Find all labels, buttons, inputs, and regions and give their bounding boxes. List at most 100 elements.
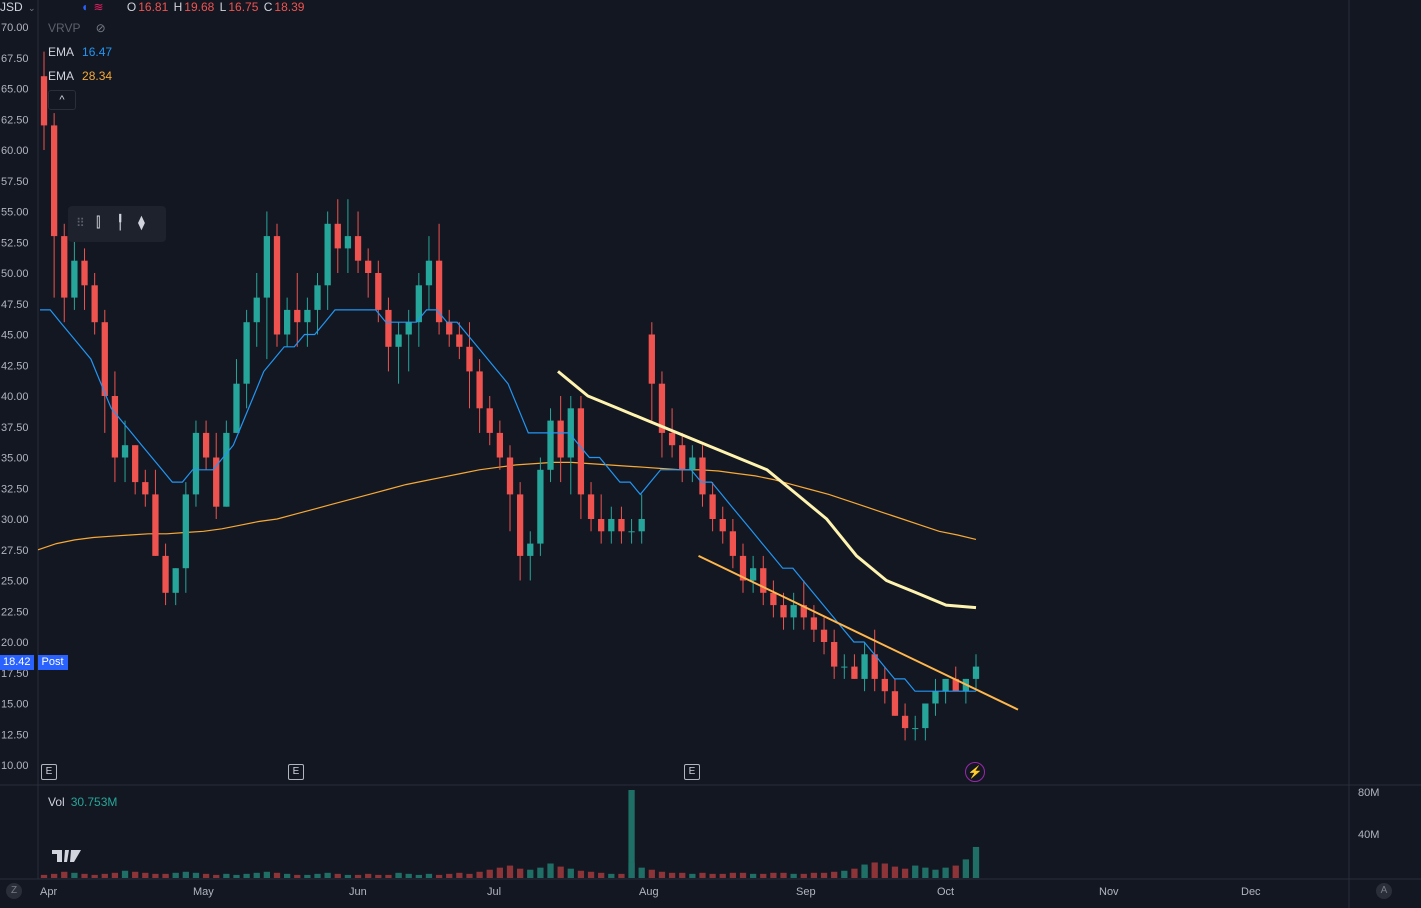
candle-body bbox=[749, 568, 757, 581]
low-label: L bbox=[219, 0, 227, 14]
vrvp-legend[interactable]: VRVP ⊘ bbox=[48, 21, 106, 35]
trend-line bbox=[698, 554, 1019, 711]
earnings-marker[interactable]: E bbox=[684, 764, 700, 780]
volume-bar bbox=[790, 873, 797, 878]
x-tick-label: Dec bbox=[1241, 886, 1261, 898]
candle-body bbox=[679, 445, 686, 470]
volume-bar bbox=[942, 867, 949, 878]
symbol-fragment[interactable]: JSD bbox=[0, 0, 23, 14]
candle-body bbox=[223, 432, 230, 507]
tradingview-logo bbox=[52, 850, 81, 862]
ema-fast-legend[interactable]: EMA 16.47 bbox=[48, 45, 112, 59]
ema-slow-name: EMA bbox=[48, 69, 75, 83]
candle-body bbox=[395, 334, 402, 347]
volume-axis: 80M 40M bbox=[1358, 787, 1379, 841]
volume-bar bbox=[557, 866, 564, 878]
chart-type-icon[interactable]: ◖ bbox=[80, 0, 89, 14]
chevron-up-icon[interactable]: ^ bbox=[48, 90, 76, 110]
candlestick-series bbox=[40, 51, 980, 741]
volume-bar bbox=[71, 872, 78, 878]
earnings-marker[interactable]: E bbox=[288, 764, 304, 780]
volume-bar bbox=[608, 873, 615, 878]
drawing-toolbar[interactable]: ⠿ ⫿ ╿ ⧫ bbox=[68, 206, 166, 242]
volume-bar bbox=[841, 870, 848, 878]
volume-bar bbox=[223, 873, 230, 878]
candle-body bbox=[71, 260, 78, 298]
volume-bar bbox=[496, 867, 504, 878]
candle-body bbox=[972, 666, 980, 679]
y-tick-label: 62.50 bbox=[1, 114, 29, 126]
volume-bar bbox=[334, 873, 341, 878]
open-value: 16.81 bbox=[138, 0, 169, 14]
y-tick-label: 47.50 bbox=[1, 299, 29, 311]
volume-bar bbox=[415, 874, 422, 878]
drag-handle-icon[interactable]: ⠿ bbox=[76, 216, 85, 230]
candle-body bbox=[405, 322, 412, 335]
volume-bar bbox=[324, 872, 331, 878]
candle-body bbox=[182, 494, 189, 569]
candle-body bbox=[658, 383, 666, 433]
volume-bar bbox=[628, 862, 635, 878]
volume-bar bbox=[40, 874, 48, 878]
volume-bar bbox=[932, 869, 939, 878]
y-tick-label: 30.00 bbox=[1, 514, 29, 526]
candle-body bbox=[790, 605, 797, 618]
last-price-value: 18.42 bbox=[0, 655, 34, 670]
volume-bar bbox=[132, 871, 139, 878]
candle-body bbox=[901, 715, 909, 729]
volume-bar bbox=[81, 873, 88, 878]
candle-body bbox=[40, 76, 48, 126]
y-tick-label: 10.00 bbox=[1, 760, 29, 772]
y-tick-label: 52.50 bbox=[1, 237, 29, 249]
eye-hidden-icon[interactable]: ⊘ bbox=[95, 21, 106, 35]
candle-body bbox=[375, 273, 382, 310]
bar-style-icon[interactable]: ⫿ bbox=[96, 214, 101, 230]
volume-bar bbox=[598, 872, 605, 878]
earnings-marker[interactable]: E bbox=[41, 764, 57, 780]
time-axis: Apr May Jun Jul Aug Sep Oct Nov Dec bbox=[40, 886, 1261, 898]
candle-body bbox=[314, 285, 321, 310]
candle-body bbox=[648, 334, 655, 384]
candle-body bbox=[101, 322, 108, 396]
volume-bar bbox=[881, 863, 888, 878]
volume-bar bbox=[820, 872, 828, 878]
candle-body bbox=[668, 432, 676, 446]
volume-legend[interactable]: Vol 30.753M bbox=[48, 795, 117, 809]
candle-body bbox=[598, 519, 605, 532]
ema-slow-legend[interactable]: EMA 28.34 bbox=[48, 69, 112, 83]
volume-bar bbox=[901, 868, 909, 878]
volume-bar bbox=[668, 872, 676, 878]
candle-body bbox=[709, 494, 716, 519]
zoom-toggle[interactable]: Z bbox=[6, 883, 22, 899]
candle-body bbox=[557, 420, 564, 458]
candles-icon[interactable]: ⧫ bbox=[138, 214, 145, 230]
volume-bar bbox=[121, 870, 129, 878]
volume-bar bbox=[233, 874, 240, 878]
volume-bar bbox=[91, 874, 98, 878]
x-tick-label: Jun bbox=[349, 886, 367, 898]
volume-bar bbox=[142, 872, 149, 878]
auto-scale-toggle[interactable]: A bbox=[1376, 883, 1392, 899]
pin-icon[interactable]: ╿ bbox=[116, 214, 125, 230]
volume-bar bbox=[435, 874, 443, 878]
lightning-icon[interactable]: ⚡ bbox=[965, 762, 985, 782]
candle-body bbox=[273, 236, 281, 335]
volume-bar bbox=[172, 872, 179, 878]
volume-bar bbox=[851, 868, 858, 878]
volume-bar bbox=[831, 871, 838, 878]
vrvp-label: VRVP bbox=[48, 21, 81, 35]
candle-body bbox=[527, 543, 534, 556]
y-tick-label: 15.00 bbox=[1, 699, 29, 711]
volume-bar bbox=[577, 870, 585, 878]
y-tick-label: 55.00 bbox=[1, 207, 29, 219]
volume-bar bbox=[202, 873, 210, 878]
moving-average-line bbox=[557, 370, 977, 610]
indicator-icon[interactable]: ≋ bbox=[93, 0, 104, 14]
trend-line-path bbox=[698, 554, 1019, 711]
volume-bar bbox=[506, 865, 514, 878]
volume-value: 30.753M bbox=[70, 795, 118, 809]
volume-bar bbox=[770, 872, 777, 878]
chevron-down-icon[interactable]: ⌄ bbox=[28, 3, 36, 13]
